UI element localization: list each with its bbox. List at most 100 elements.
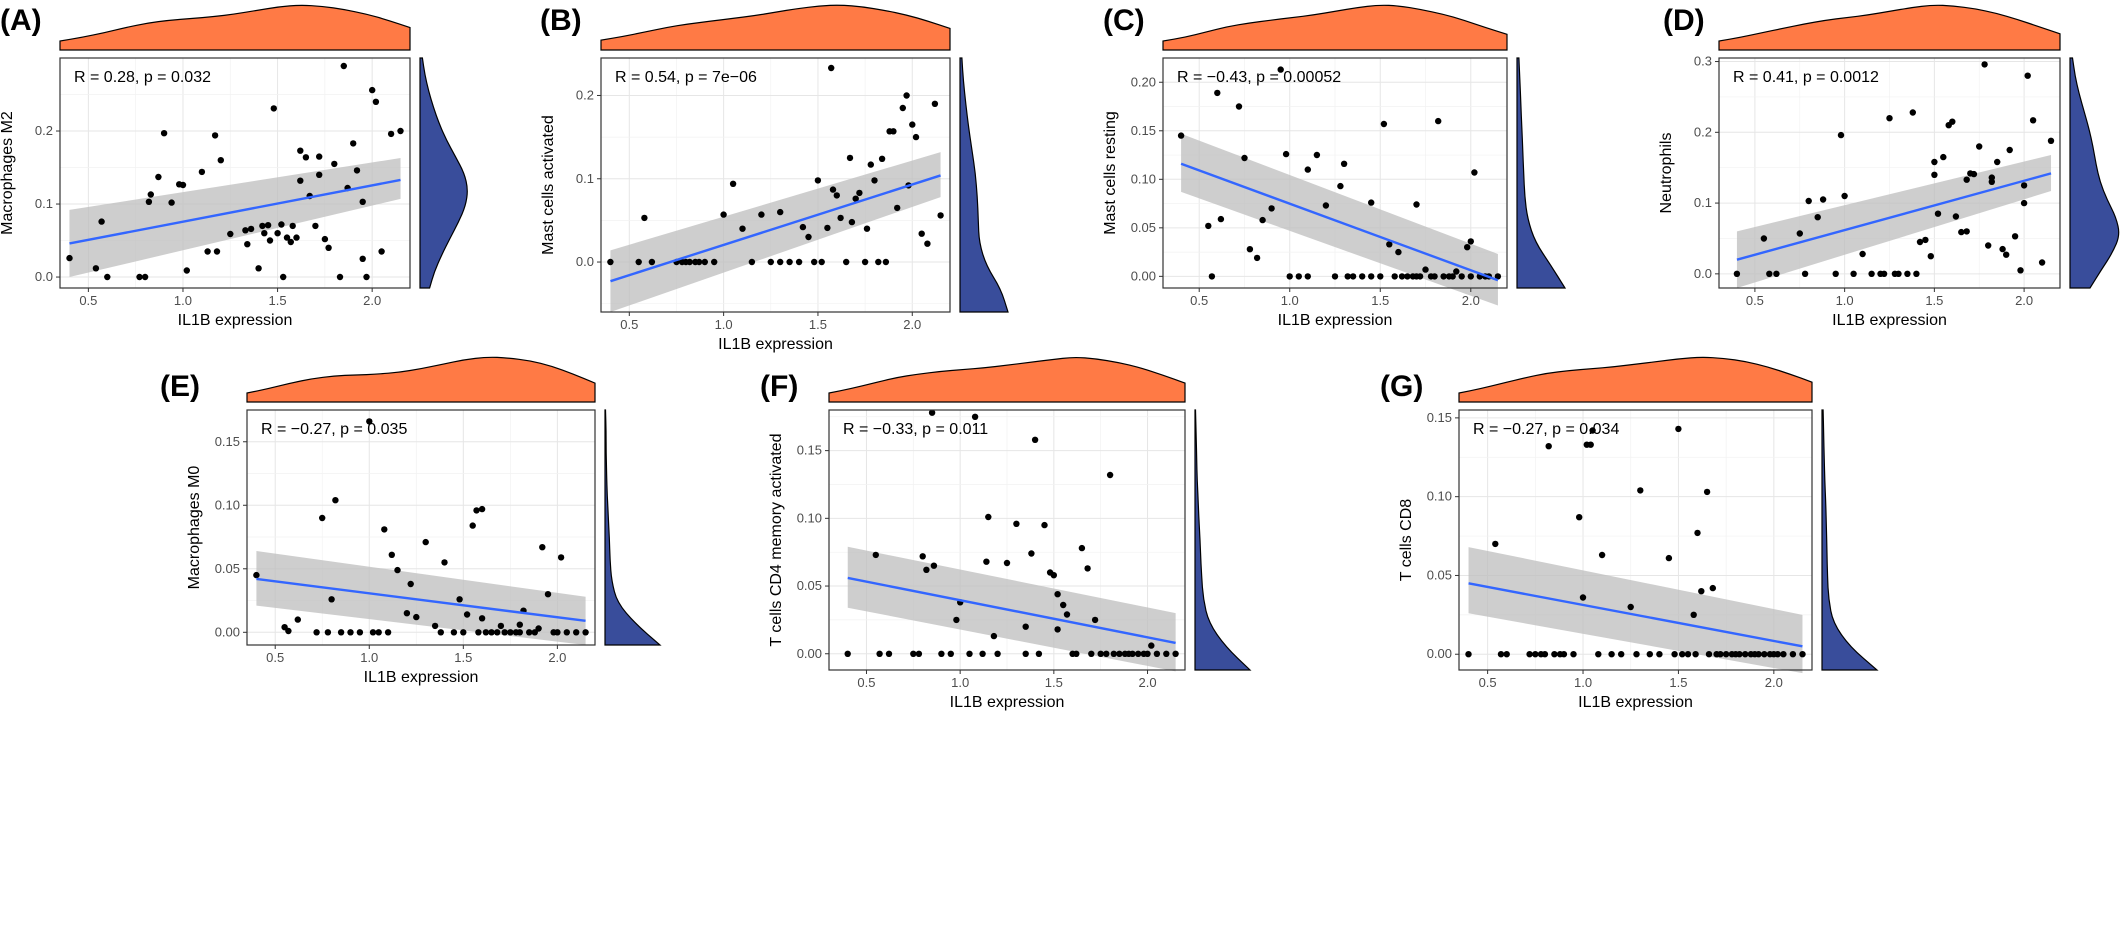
data-point <box>872 551 879 559</box>
panel-c: (C) 0.5 1.0 1.5 2.0 0.00 0.05 0.10 0.15 0.20 IL1B … <box>1102 4 1567 329</box>
data-point <box>1970 170 1978 178</box>
data-point <box>469 522 476 529</box>
data-point <box>1799 651 1806 658</box>
data-point <box>931 100 939 108</box>
side-density-curve <box>2069 57 2120 289</box>
side-density-curve <box>604 409 662 646</box>
x-axis-title: IL1B expression <box>178 312 293 329</box>
p-value: p = 0.00052 <box>1256 69 1341 86</box>
data-point <box>1627 603 1634 611</box>
data-point <box>270 105 277 112</box>
data-point <box>1761 651 1768 658</box>
data-point <box>1560 651 1568 658</box>
data-point <box>930 562 938 569</box>
data-point <box>316 171 323 178</box>
data-point <box>381 526 388 533</box>
data-point <box>979 650 986 657</box>
data-point <box>136 273 143 281</box>
data-point <box>1494 273 1502 280</box>
data-point <box>899 104 906 112</box>
data-point <box>1416 273 1424 280</box>
x-tick-label: 1.5 <box>1045 675 1063 690</box>
data-point <box>1060 601 1067 609</box>
top-density-curve <box>1718 4 2061 51</box>
data-point <box>1850 270 1857 277</box>
stat-annotation: R = 0.28, p = 0.032 <box>74 69 211 86</box>
data-point <box>274 230 281 237</box>
data-point <box>1464 244 1471 251</box>
y-tick-label: 0.00 <box>215 624 240 639</box>
x-axis-title: IL1B expression <box>1578 694 1693 711</box>
data-point <box>1380 120 1388 128</box>
data-point <box>1766 270 1773 277</box>
data-point <box>372 98 380 106</box>
data-point <box>1078 544 1086 552</box>
data-point <box>985 513 992 521</box>
panel-a: (A) 0.5 1.0 1.5 2.0 0.0 0.1 0.2 IL1B expression M… <box>0 4 468 329</box>
data-point <box>1440 273 1447 280</box>
confidence-band <box>1181 133 1498 306</box>
data-point <box>413 613 420 621</box>
r-value: R = −0.27, <box>1473 421 1552 438</box>
data-point <box>198 168 206 176</box>
data-point <box>1705 651 1713 658</box>
x-tick-label: 0.5 <box>620 317 638 332</box>
data-point <box>1073 650 1080 657</box>
data-point <box>1532 651 1539 658</box>
data-point <box>431 622 439 630</box>
data-point <box>280 273 287 281</box>
top-density-curve <box>1458 356 1813 403</box>
data-point <box>994 650 1001 657</box>
data-point <box>387 130 395 138</box>
y-tick-label: 0.0 <box>1694 266 1712 281</box>
data-point <box>1736 651 1743 658</box>
data-point <box>701 258 708 266</box>
confidence-band <box>847 546 1176 672</box>
data-point <box>1773 270 1780 277</box>
data-point <box>1377 273 1384 280</box>
data-point <box>938 650 945 657</box>
r-value: R = 0.54, <box>615 69 685 86</box>
data-point <box>1551 651 1558 658</box>
data-point <box>1398 273 1406 280</box>
data-point <box>1458 273 1465 280</box>
data-point <box>2003 251 2010 258</box>
data-point <box>1541 651 1549 658</box>
x-tick-label: 0.5 <box>1746 293 1764 308</box>
confidence-band <box>1736 154 2052 288</box>
r-value: R = 0.41, <box>1733 69 1803 86</box>
data-point <box>1703 488 1711 496</box>
x-tick-label: 2.0 <box>2015 293 2033 308</box>
data-point <box>1492 540 1499 548</box>
data-point <box>844 650 851 657</box>
data-point <box>1755 651 1762 658</box>
data-point <box>319 514 326 522</box>
data-point <box>1646 651 1654 658</box>
x-tick-label: 1.0 <box>951 675 969 690</box>
data-point <box>475 629 482 636</box>
data-point <box>1698 588 1705 595</box>
data-point <box>885 650 893 657</box>
panel-g: (G) 0.5 1.0 1.5 2.0 0.00 0.05 0.10 0.15 IL1B expr… <box>1380 356 1879 711</box>
data-point <box>1106 471 1114 479</box>
data-point <box>1679 651 1686 658</box>
data-point <box>1359 273 1366 280</box>
data-point <box>1656 651 1663 658</box>
data-point <box>1526 651 1533 658</box>
data-point <box>1054 591 1061 598</box>
panel-label: (G) <box>1380 370 1423 403</box>
x-tick-label: 1.5 <box>454 650 472 665</box>
data-point <box>1690 611 1697 618</box>
data-point <box>1637 487 1644 494</box>
data-point <box>814 177 822 184</box>
data-point <box>289 222 296 230</box>
data-point <box>516 629 523 636</box>
y-tick-label: 0.10 <box>1131 171 1156 186</box>
data-point <box>1598 551 1606 559</box>
data-point <box>526 629 533 636</box>
data-point <box>168 199 175 206</box>
data-point <box>397 127 404 135</box>
data-point <box>824 224 831 232</box>
data-point <box>1135 650 1142 657</box>
